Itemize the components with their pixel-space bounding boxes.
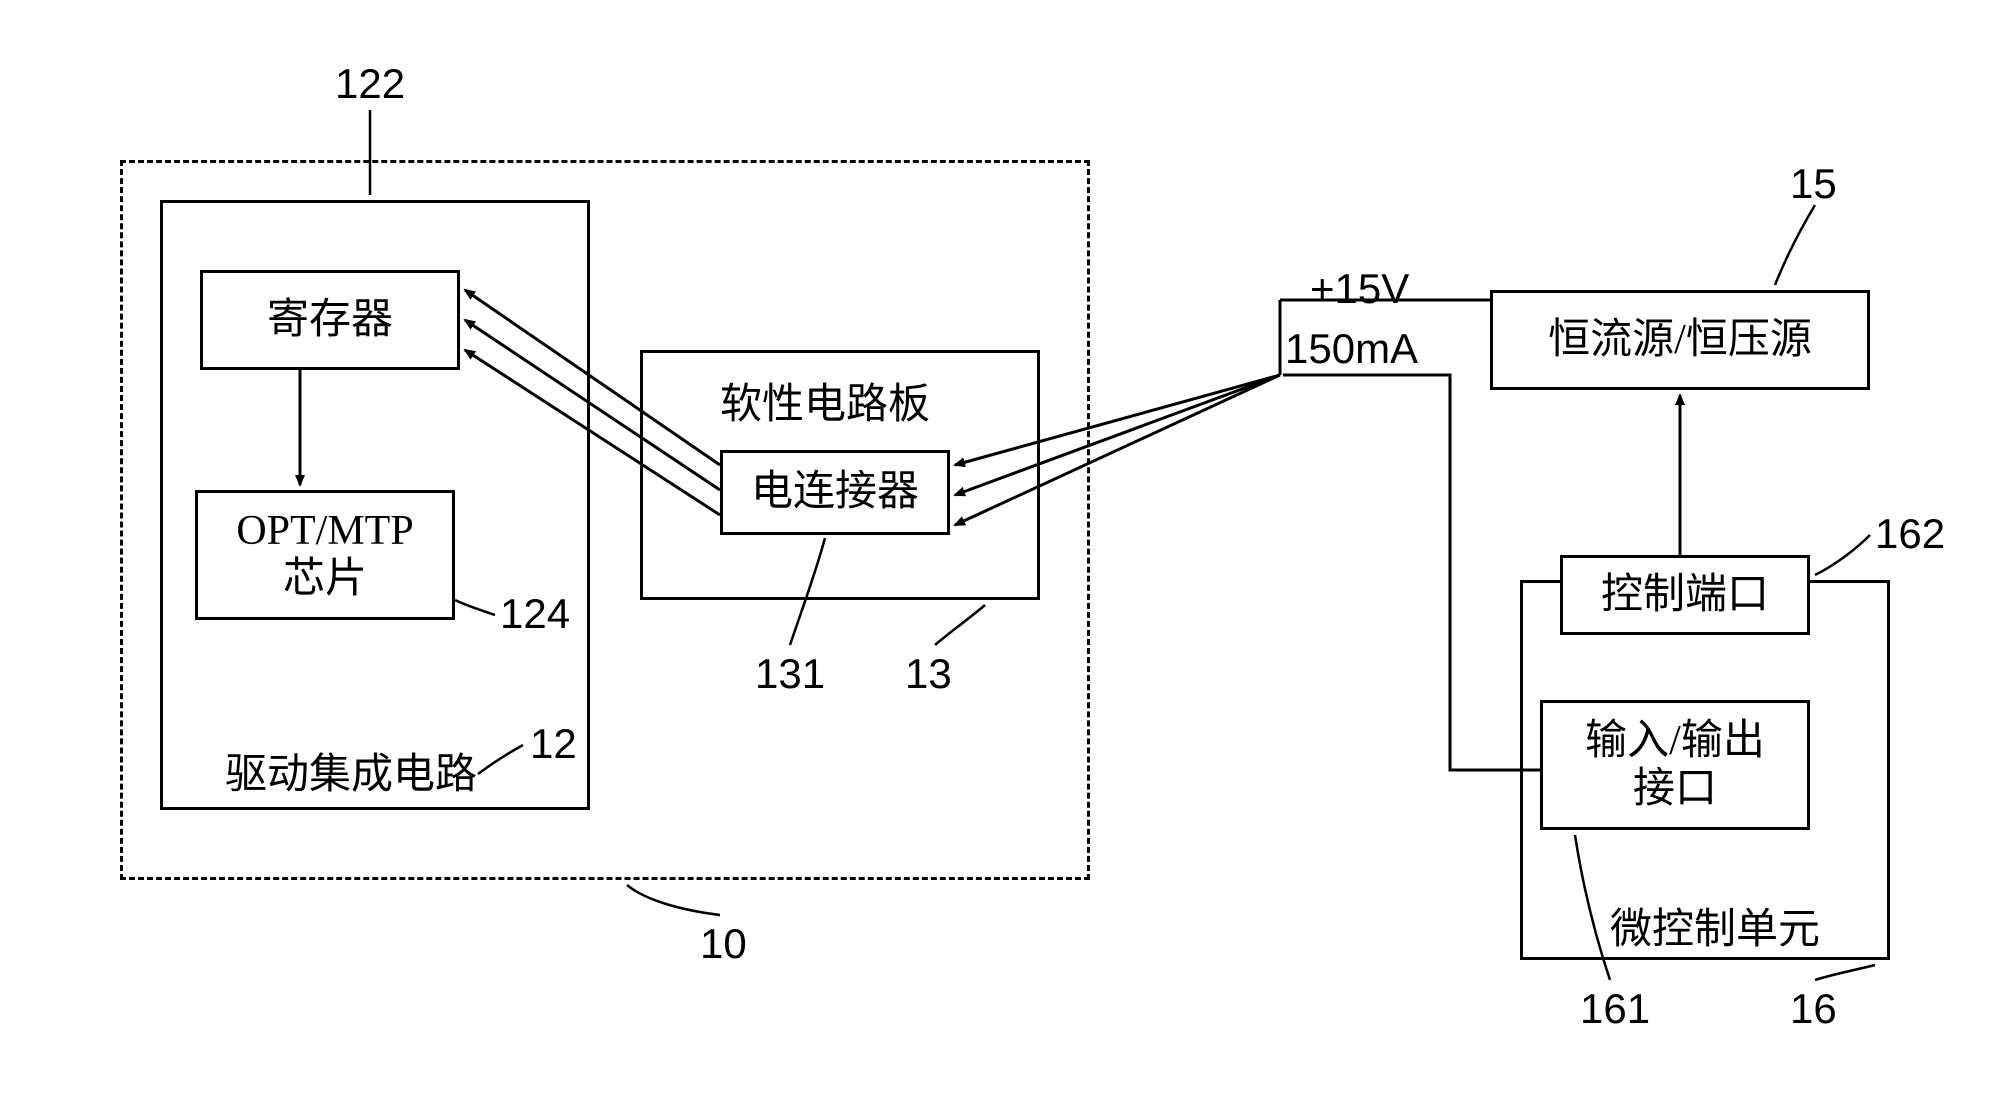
diagram-canvas: 驱动集成电路 寄存器 OPT/MTP 芯片 软性电路板 电连接器 恒流源/恒压源…	[0, 0, 2006, 1106]
ctrl-port-block: 控制端口	[1560, 555, 1810, 635]
optmtp-text: OPT/MTP 芯片	[236, 507, 413, 604]
ref-13: 13	[905, 650, 952, 698]
register-block: 寄存器	[200, 270, 460, 370]
source-text: 恒流源/恒压源	[1548, 316, 1812, 364]
connector-text: 电连接器	[751, 468, 919, 516]
drive-ic-label: 驱动集成电路	[225, 740, 477, 801]
ref-16: 16	[1790, 985, 1837, 1033]
ctrl-port-text: 控制端口	[1601, 571, 1769, 619]
register-text: 寄存器	[267, 296, 393, 344]
optmtp-block: OPT/MTP 芯片	[195, 490, 455, 620]
ref-15: 15	[1790, 160, 1837, 208]
mcu-label: 微控制单元	[1610, 895, 1820, 956]
ref-122: 122	[335, 60, 405, 108]
current-label: 150mA	[1285, 325, 1418, 373]
fpc-label: 软性电路板	[720, 370, 930, 431]
source-block: 恒流源/恒压源	[1490, 290, 1870, 390]
ref-12: 12	[530, 720, 577, 768]
connector-block: 电连接器	[720, 450, 950, 535]
io-text: 输入/输出 接口	[1585, 717, 1765, 814]
ref-161: 161	[1580, 985, 1650, 1033]
ref-162: 162	[1875, 510, 1945, 558]
ref-10: 10	[700, 920, 747, 968]
io-block: 输入/输出 接口	[1540, 700, 1810, 830]
ref-124: 124	[500, 590, 570, 638]
ref-131: 131	[755, 650, 825, 698]
voltage-label: +15V	[1310, 265, 1409, 313]
